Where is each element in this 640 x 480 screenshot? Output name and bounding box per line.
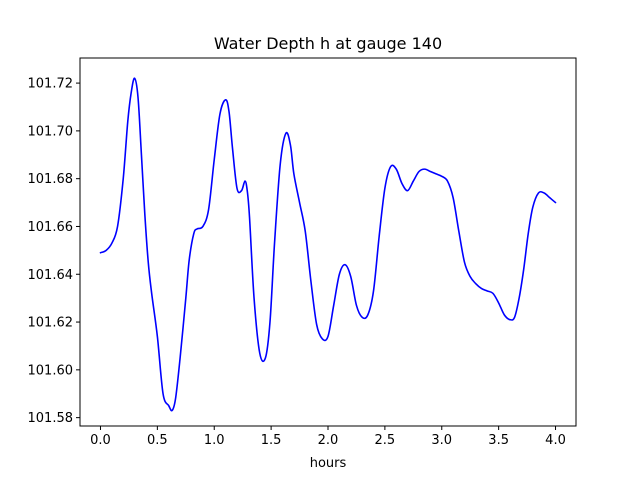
y-axis-ticks: 101.58 101.60 101.62 101.64 101.66 101.68 101.… — [28, 77, 80, 426]
y-tick-label: 101.60 — [28, 363, 74, 378]
y-tick-label: 101.64 — [28, 268, 74, 283]
water-depth-line — [99, 77, 557, 412]
y-tick-label: 101.70 — [28, 124, 74, 139]
y-tick-label: 101.66 — [28, 220, 74, 235]
x-axis-ticks: 0.0 0.5 1.0 1.5 2.0 2.5 3.0 3.5 4.0 — [90, 426, 566, 448]
x-tick-label: 3.0 — [431, 433, 452, 448]
y-tick-label: 101.58 — [28, 411, 74, 426]
x-tick-label: 1.5 — [261, 433, 282, 448]
y-tick-label: 101.72 — [28, 77, 74, 92]
x-tick-label: 2.0 — [318, 433, 339, 448]
x-tick-label: 2.5 — [375, 433, 396, 448]
plot-frame — [79, 57, 577, 427]
x-tick-label: 3.5 — [488, 433, 509, 448]
x-tick-label: 0.0 — [90, 433, 111, 448]
x-tick-label: 0.5 — [147, 433, 168, 448]
plot-background — [80, 58, 576, 426]
chart-title: Water Depth h at gauge 140 — [214, 34, 442, 53]
x-tick-label: 1.0 — [204, 433, 225, 448]
y-tick-label: 101.62 — [28, 316, 74, 331]
y-tick-label: 101.68 — [28, 172, 74, 187]
plot-area: 0.0 0.5 1.0 1.5 2.0 2.5 3.0 3.5 4.0 101.58 101.60… — [28, 57, 577, 448]
x-axis-title: hours — [310, 456, 347, 471]
x-tick-label: 4.0 — [545, 433, 566, 448]
